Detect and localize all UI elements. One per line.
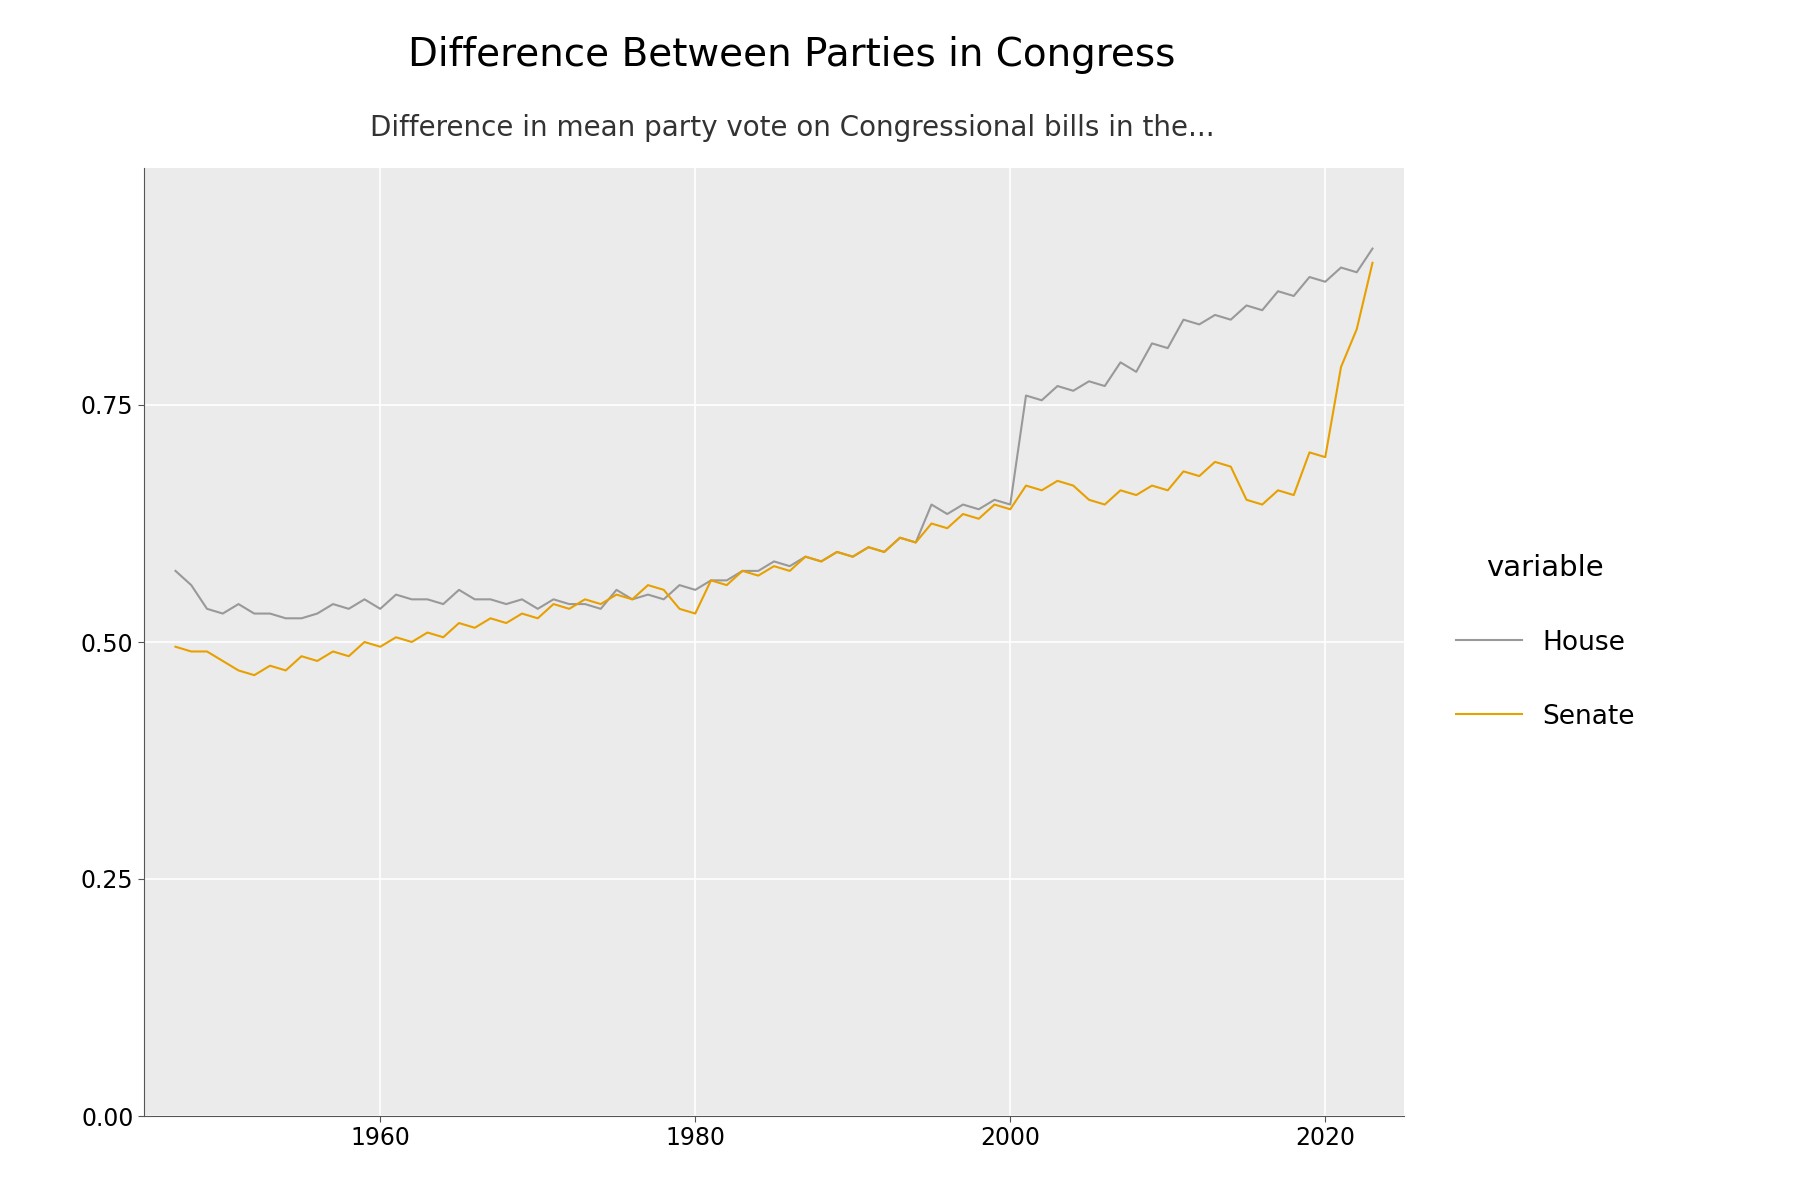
Senate (1361, 256, 1382, 270)
Text: Difference in mean party vote on Congressional bills in the...: Difference in mean party vote on Congres… (369, 114, 1215, 142)
Senate (166, 640, 187, 654)
Line: House: House (176, 248, 1372, 618)
House (275, 611, 297, 625)
Senate (700, 574, 722, 588)
Senate (670, 601, 691, 616)
Senate (416, 625, 439, 640)
House (700, 574, 722, 588)
Legend: House, Senate: House, Senate (1442, 540, 1649, 744)
House (842, 550, 864, 564)
House (590, 601, 612, 616)
House (416, 592, 439, 606)
House (670, 578, 691, 593)
Senate (574, 592, 596, 606)
Senate (842, 550, 864, 564)
Text: Difference Between Parties in Congress: Difference Between Parties in Congress (409, 36, 1175, 74)
Line: Senate: Senate (176, 263, 1372, 676)
House (574, 596, 596, 611)
Senate (243, 668, 265, 683)
House (166, 564, 187, 578)
House (1361, 241, 1382, 256)
Senate (590, 596, 612, 611)
